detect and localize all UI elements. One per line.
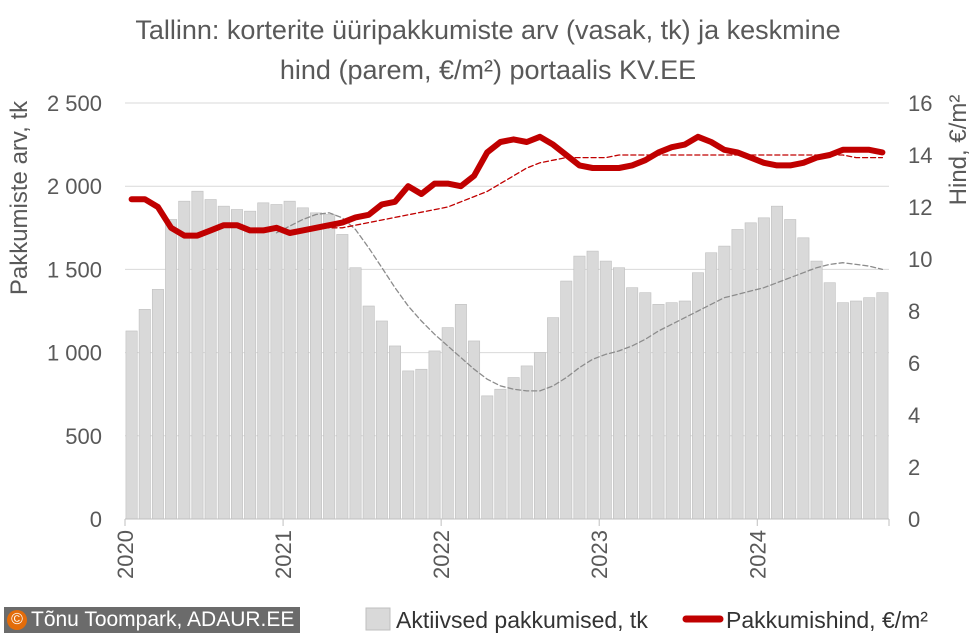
y-left-tick-label: 1 000: [47, 341, 102, 366]
price-line: [128, 133, 886, 239]
bar: [507, 377, 520, 520]
bar: [613, 267, 625, 520]
legend-line-label: Pakkumishind, €/m²: [726, 607, 928, 633]
bar: [323, 214, 336, 520]
y-right-tick-label: 4: [908, 403, 920, 428]
bar: [639, 292, 652, 520]
credit-text: Tõnu Toompark, ADAUR.EE: [31, 608, 295, 631]
legend-bars-swatch: [365, 607, 391, 631]
x-tick-label: 2020: [113, 530, 138, 579]
bar: [863, 297, 876, 520]
bar: [744, 222, 757, 520]
credit-badge: © Tõnu Toompark, ADAUR.EE: [4, 607, 301, 633]
bar: [836, 302, 849, 520]
y-right-tick-label: 12: [908, 195, 932, 220]
bar: [375, 320, 388, 520]
y-left-tick-label: 0: [90, 507, 102, 532]
bar: [520, 365, 533, 520]
bar: [244, 210, 257, 520]
bar: [428, 350, 441, 520]
bar: [771, 205, 783, 520]
bar: [823, 282, 836, 520]
bar: [296, 207, 309, 520]
y-right-tick-label: 2: [908, 455, 920, 480]
y-left-tick-label: 1 500: [47, 257, 102, 282]
bar: [876, 292, 889, 520]
bar: [204, 199, 217, 520]
x-tick-label: 2021: [271, 530, 296, 579]
bar: [494, 388, 507, 520]
bar: [678, 300, 691, 520]
y-right-tick-label: 16: [908, 91, 932, 116]
y-right-tick-label: 8: [908, 299, 920, 324]
copyright-icon: ©: [7, 610, 27, 630]
y-axis-right-title: Hind, €/m²: [945, 95, 972, 206]
y-left-tick-label: 2 500: [47, 91, 102, 116]
chart-title-line1: Tallinn: korterite üüripakkumiste arv (v…: [135, 15, 841, 45]
bar: [454, 304, 467, 520]
bar: [757, 217, 770, 520]
bar: [573, 255, 586, 520]
bar: [415, 368, 428, 520]
legend: Aktiivsed pakkumised, tk Pakkumishind, €…: [365, 607, 928, 633]
bar: [731, 229, 744, 520]
x-tick-label: 2024: [745, 530, 770, 579]
bar: [850, 300, 863, 520]
bar: [191, 190, 204, 520]
bar: [586, 250, 599, 520]
legend-bars-label: Aktiivsed pakkumised, tk: [396, 607, 648, 633]
x-tick-label: 2023: [587, 530, 612, 579]
bar: [217, 205, 230, 520]
bar: [481, 395, 494, 520]
bar: [389, 345, 401, 520]
bar: [705, 252, 718, 520]
bar: [231, 209, 243, 520]
bar: [362, 305, 375, 520]
bar: [547, 317, 560, 520]
bar: [560, 280, 573, 520]
trend-line-count: [275, 212, 884, 392]
bar: [138, 309, 151, 520]
chart-title: Tallinn: korterite üüripakkumiste arv (v…: [0, 10, 976, 90]
bar: [599, 260, 612, 520]
trend-line-price: [275, 154, 884, 232]
bar: [257, 202, 270, 520]
bar: [626, 287, 639, 520]
bar: [151, 289, 164, 520]
bar: [533, 352, 546, 520]
bar: [125, 330, 138, 520]
chart-title-line2: hind (parem, €/m²) portaalis KV.EE: [279, 55, 697, 85]
bar: [165, 219, 178, 520]
bar: [692, 272, 704, 520]
y-right-tick-label: 0: [908, 507, 920, 532]
bar: [468, 340, 481, 520]
bar: [402, 370, 415, 520]
bar: [283, 200, 296, 520]
y-left-tick-label: 500: [65, 424, 102, 449]
y-right-tick-label: 6: [908, 351, 920, 376]
bar: [810, 260, 823, 520]
bar: [797, 237, 810, 520]
y-axis-left-title: Pakkumiste arv, tk: [6, 100, 33, 295]
bar: [665, 302, 678, 520]
y-right-tick-label: 10: [908, 247, 932, 272]
bar: [270, 204, 283, 520]
bar: [349, 267, 362, 520]
bar: [718, 245, 731, 520]
bar: [310, 212, 322, 520]
bar: [336, 234, 349, 520]
y-right-tick-label: 14: [908, 143, 932, 168]
y-left-tick-label: 2 000: [47, 174, 102, 199]
x-tick-label: 2022: [429, 530, 454, 579]
bar: [178, 200, 191, 520]
bar: [784, 219, 797, 520]
bar: [441, 327, 454, 520]
bar: [652, 304, 665, 520]
